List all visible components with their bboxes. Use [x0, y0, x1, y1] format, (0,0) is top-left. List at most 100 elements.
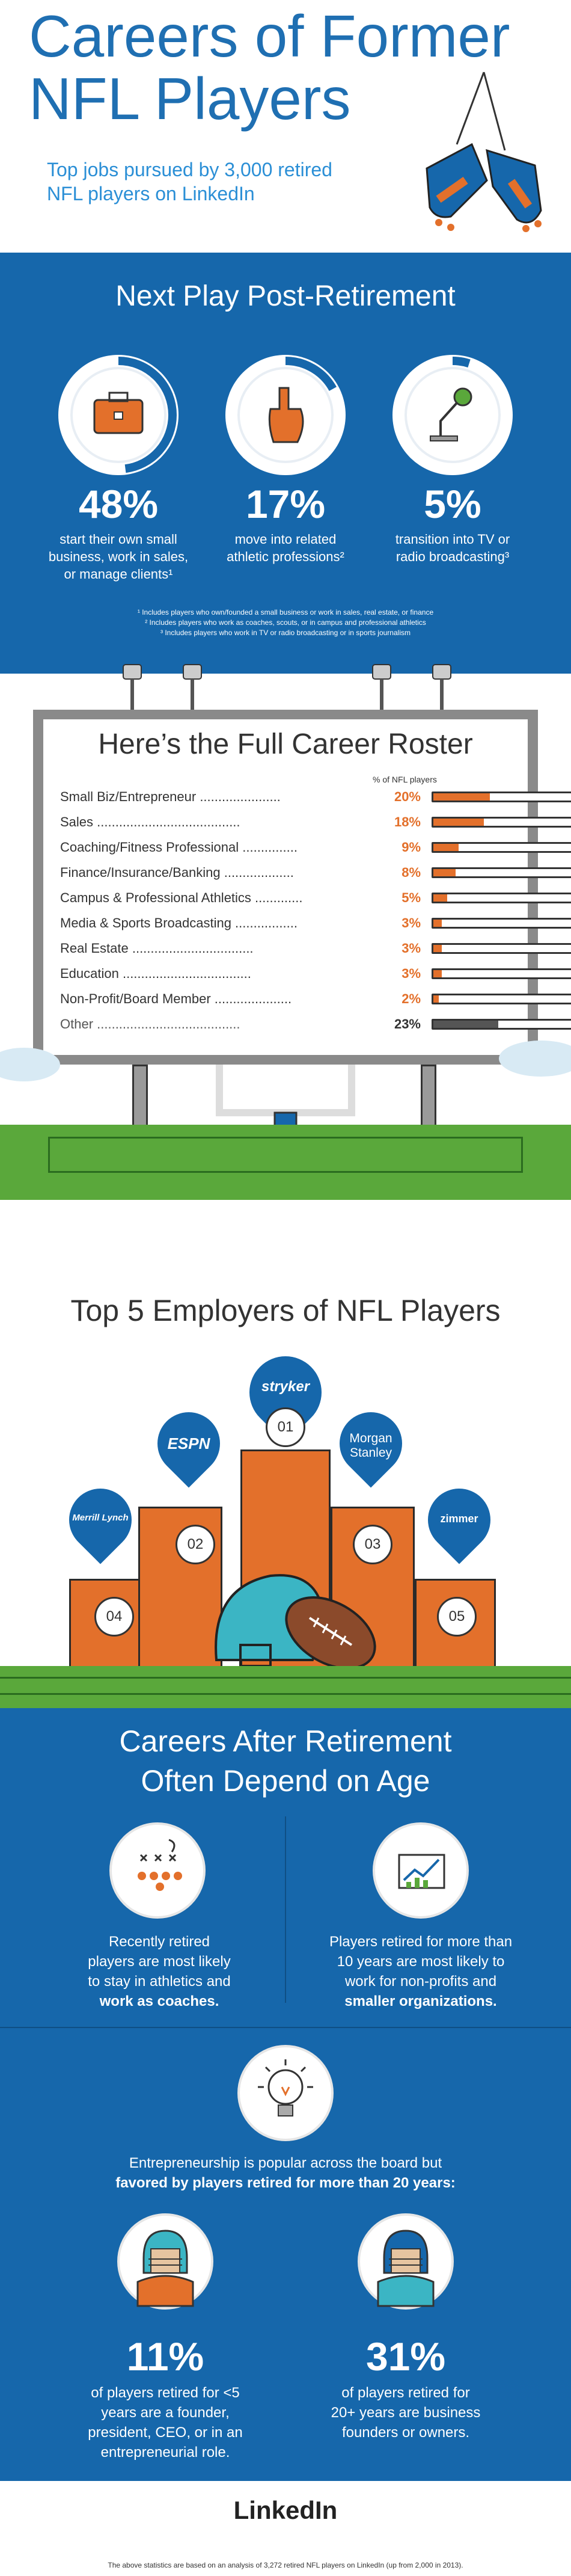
roster-row-bar-fill: [433, 1021, 498, 1028]
roster-row: Education ..............................…: [60, 966, 571, 988]
roster-row-label: Sales ..................................…: [60, 814, 240, 829]
roster-row-bar: [432, 817, 571, 828]
roster-row-bar-fill: [433, 945, 442, 952]
stat-ring-5: [392, 355, 513, 475]
roster-row-value: 3%: [402, 941, 421, 956]
espn-logo: ESPN: [167, 1434, 210, 1452]
stat-desc-1: start their own small business, work in s…: [48, 532, 189, 582]
roster-row-value: 3%: [402, 966, 421, 981]
player-teal-circle: [358, 2213, 454, 2310]
roster-row: Media & Sports Broadcasting ............…: [60, 915, 571, 937]
age-title: Careers After Retirement Often Depend on …: [119, 1724, 452, 1798]
roster-row-label: Media & Sports Broadcasting ............…: [60, 915, 298, 930]
microphone-icon: [430, 387, 472, 441]
rank-5: 05: [437, 1597, 477, 1637]
field-2: [0, 1666, 571, 1708]
roster-row-label: Real Estate ............................…: [60, 941, 254, 956]
foam-finger-icon: [268, 387, 304, 443]
lightbulb-icon: [258, 2059, 313, 2116]
play-diagram-circle: [109, 1822, 206, 1919]
player-orange-icon: [136, 2230, 194, 2307]
zimmer-logo: zimmer: [440, 1513, 478, 1525]
roster-row: Campus & Professional Athletics ........…: [60, 890, 571, 912]
roster-row-bar: [432, 994, 571, 1004]
roster-column-label: % of NFL players: [373, 775, 437, 784]
roster-row-label: Finance/Insurance/Banking ..............…: [60, 865, 294, 880]
rank-2: 02: [176, 1525, 215, 1564]
disclaimer: The above statistics are based on an ana…: [108, 2561, 463, 2569]
roster-row-bar-fill: [433, 970, 442, 977]
stat-11-pct: 11%: [126, 2334, 204, 2379]
stat-desc-3: transition into TV or radio broadcasting³: [395, 532, 510, 564]
divider-horizontal: [0, 2027, 571, 2028]
employers-title: Top 5 Employers of NFL Players: [70, 1294, 501, 1327]
roster-row-bar-fill: [433, 920, 442, 927]
stat-11-desc: of players retired for <5 years are a fou…: [88, 2385, 243, 2461]
stat-ring-17: [225, 355, 346, 475]
stat-pct-1: 48%: [78, 482, 159, 526]
merrill-lynch-logo: Merrill Lynch: [72, 1513, 129, 1523]
recent-retired-text: Recently retired players are most likely t…: [88, 1934, 231, 2009]
player-teal-icon: [377, 2230, 435, 2307]
roster-row-value: 23%: [394, 1016, 421, 1031]
stat-desc-2: move into related athletic professions²: [227, 532, 344, 564]
player-orange-circle: [117, 2213, 213, 2310]
roster-row-bar-fill: [433, 869, 456, 876]
roster-row-bar: [432, 918, 571, 929]
roster-row: Non-Profit/Board Member ................…: [60, 991, 571, 1013]
roster-row-value: 2%: [402, 991, 421, 1006]
page-title: Careers of Former NFL Players: [29, 3, 510, 132]
roster-row-bar: [432, 792, 571, 802]
roster-row-value: 20%: [394, 789, 421, 804]
stat-31-pct: 31%: [365, 2334, 446, 2379]
roster-row-bar: [432, 842, 571, 853]
roster-row-label: Non-Profit/Board Member ................…: [60, 991, 292, 1006]
field-lines: [48, 1137, 523, 1173]
roster-row-bar-fill: [433, 793, 490, 801]
morgan-stanley-logo: Morgan Stanley: [349, 1431, 392, 1460]
helmet-football-icon: [215, 1574, 376, 1670]
scoreboard-lights: [123, 664, 451, 710]
rank-4: 04: [94, 1597, 134, 1637]
cleats-icon: [426, 72, 542, 232]
roster-row-bar: [432, 893, 571, 903]
entrepreneurship-text: Entrepreneurship is popular across the b…: [115, 2155, 456, 2191]
play-diagram-icon: [138, 1839, 182, 1891]
roster-row: Coaching/Fitness Professional ..........…: [60, 840, 571, 861]
roster-row-label: Education ..............................…: [60, 966, 251, 981]
lightbulb-circle: [237, 2045, 334, 2141]
roster-row-label: Coaching/Fitness Professional ..........…: [60, 840, 298, 855]
roster-row-bar: [432, 867, 571, 878]
roster-row: Sales ..................................…: [60, 814, 571, 836]
stat-31-desc: of players retired for 20+ years are busi…: [331, 2385, 481, 2441]
clouds: [0, 1041, 571, 1081]
post-retirement-title: Next Play Post-Retirement: [115, 280, 456, 312]
roster-row-bar: [432, 1019, 571, 1030]
roster-row-value: 5%: [402, 890, 421, 905]
roster-row-bar-fill: [433, 894, 448, 902]
stat-pct-2: 17%: [245, 482, 326, 526]
growth-chart-circle: [373, 1822, 469, 1919]
growth-chart-icon: [398, 1854, 445, 1889]
linkedin-logo[interactable]: LinkedIn: [233, 2496, 338, 2524]
long-retired-text: Players retired for more than 10 years ar…: [329, 1934, 513, 2009]
stryker-logo: stryker: [261, 1379, 310, 1395]
roster-row: Finance/Insurance/Banking ..............…: [60, 865, 571, 887]
roster-row-bar: [432, 943, 571, 954]
roster-row-value: 9%: [402, 840, 421, 855]
roster-row: Other ..................................…: [60, 1016, 571, 1038]
roster-title: Here’s the Full Career Roster: [98, 728, 473, 760]
page-subtitle: Top jobs pursued by 3,000 retired NFL pla…: [47, 159, 332, 204]
roster-row-label: Campus & Professional Athletics ........…: [60, 890, 303, 905]
roster-row-value: 3%: [402, 915, 421, 930]
roster-row-value: 18%: [394, 814, 421, 829]
roster-row-bar-fill: [433, 995, 439, 1003]
roster-row-bar-fill: [433, 844, 459, 851]
roster-row-label: Other ..................................…: [60, 1016, 240, 1031]
field-2-lines: [0, 1677, 571, 1695]
roster-row: Small Biz/Entrepreneur .................…: [60, 789, 571, 811]
header: Careers of Former NFL Players Top jobs pu…: [0, 0, 571, 253]
stat-pct-3: 5%: [424, 482, 481, 526]
rank-3: 03: [353, 1525, 392, 1564]
briefcase-icon: [93, 392, 144, 434]
